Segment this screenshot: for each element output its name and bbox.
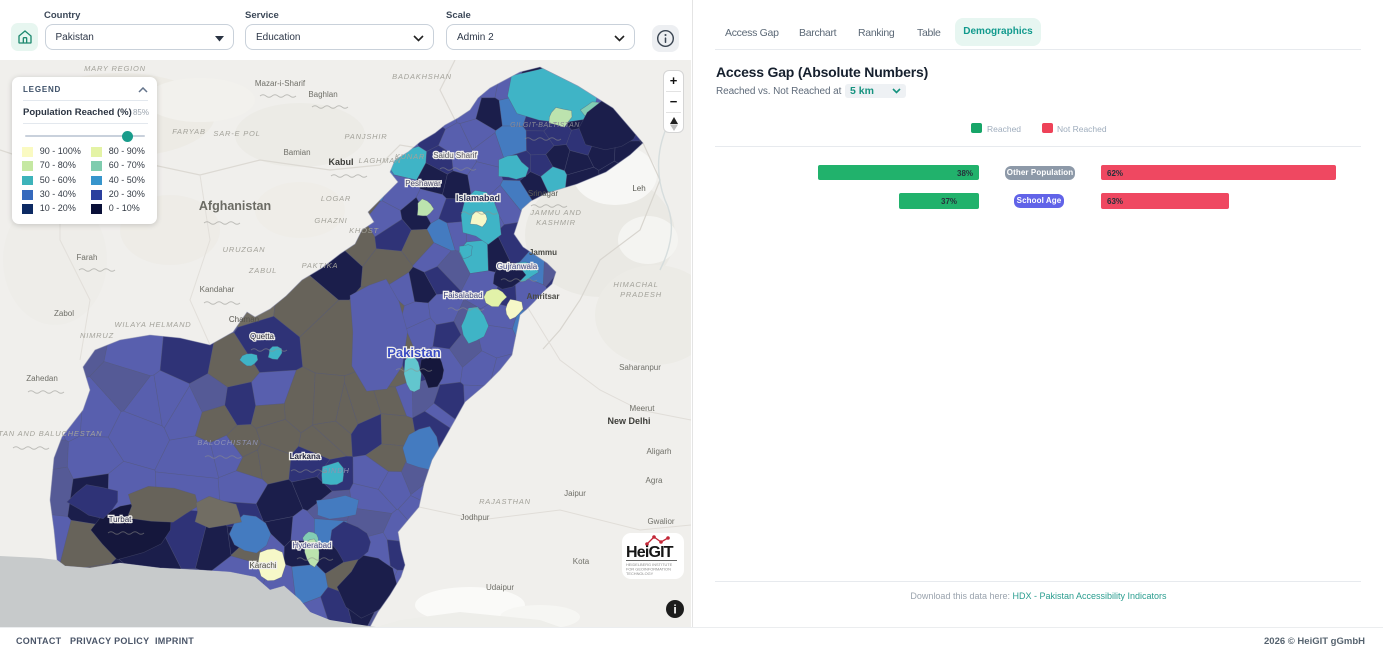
svg-text:Islamabad: Islamabad xyxy=(456,193,500,203)
svg-text:SAR-E POL: SAR-E POL xyxy=(213,129,260,138)
svg-text:Saidu Sharif: Saidu Sharif xyxy=(433,151,477,160)
svg-text:BADAKHSHAN: BADAKHSHAN xyxy=(392,72,452,81)
svg-text:FOR GEOINFORMATION: FOR GEOINFORMATION xyxy=(626,567,671,572)
svg-text:Peshawar: Peshawar xyxy=(405,179,441,188)
svg-text:TECHNOLOGY: TECHNOLOGY xyxy=(626,571,654,576)
svg-text:JAMMU AND: JAMMU AND xyxy=(529,208,582,217)
svg-text:Gujranwala: Gujranwala xyxy=(497,262,538,271)
svg-text:New Delhi: New Delhi xyxy=(607,416,650,426)
svg-text:Baghlan: Baghlan xyxy=(308,90,337,99)
svg-text:i: i xyxy=(673,603,676,617)
svg-text:Srinagar: Srinagar xyxy=(528,189,559,198)
svg-text:HIMACHAL: HIMACHAL xyxy=(613,280,658,289)
svg-text:PAKTIKA: PAKTIKA xyxy=(302,261,339,270)
svg-text:ZABUL: ZABUL xyxy=(248,266,277,275)
svg-text:Zabol: Zabol xyxy=(54,309,74,318)
svg-text:PANJSHIR: PANJSHIR xyxy=(345,132,388,141)
svg-text:KHOST: KHOST xyxy=(349,226,379,235)
svg-text:Kota: Kota xyxy=(573,557,590,566)
svg-text:PRADESH: PRADESH xyxy=(620,290,662,299)
svg-text:WILAYA HELMAND: WILAYA HELMAND xyxy=(114,320,191,329)
svg-text:Turbat: Turbat xyxy=(109,515,133,524)
svg-text:Farah: Farah xyxy=(77,253,98,262)
svg-text:Amritsar: Amritsar xyxy=(527,292,560,301)
svg-text:Karachi: Karachi xyxy=(249,561,276,570)
svg-text:KUNAR: KUNAR xyxy=(395,152,425,161)
svg-text:Quetta: Quetta xyxy=(250,332,275,341)
svg-text:URUZGAN: URUZGAN xyxy=(223,245,266,254)
svg-text:Aligarh: Aligarh xyxy=(647,447,672,456)
svg-text:Larkana: Larkana xyxy=(290,452,321,461)
svg-text:KASHMIR: KASHMIR xyxy=(536,218,576,227)
svg-text:Saharanpur: Saharanpur xyxy=(619,363,661,372)
svg-text:Gwalior: Gwalior xyxy=(647,517,674,526)
svg-text:HEIDELBERG INSTITUTE: HEIDELBERG INSTITUTE xyxy=(626,562,673,567)
svg-text:RAJASTHAN: RAJASTHAN xyxy=(479,497,531,506)
svg-text:Zahedan: Zahedan xyxy=(26,374,58,383)
svg-text:Leh: Leh xyxy=(632,184,645,193)
svg-text:HeiGIT: HeiGIT xyxy=(626,544,674,561)
svg-text:MARY REGION: MARY REGION xyxy=(84,64,146,73)
svg-text:Agra: Agra xyxy=(646,476,663,485)
svg-text:NIMRUZ: NIMRUZ xyxy=(80,331,114,340)
svg-text:GILGIT-BALTISTAN: GILGIT-BALTISTAN xyxy=(510,122,580,129)
svg-text:Meerut: Meerut xyxy=(630,404,656,413)
svg-text:Jammu: Jammu xyxy=(529,248,557,257)
svg-text:Hyderabad: Hyderabad xyxy=(292,541,331,550)
svg-text:Afghanistan: Afghanistan xyxy=(199,199,271,213)
svg-text:SINDH: SINDH xyxy=(322,466,349,475)
svg-text:Faisalabad: Faisalabad xyxy=(443,291,482,300)
svg-text:SISTAN AND BALUCHESTAN: SISTAN AND BALUCHESTAN xyxy=(0,429,102,438)
svg-text:Jodhpur: Jodhpur xyxy=(461,513,490,522)
svg-text:LOGAR: LOGAR xyxy=(321,194,351,203)
svg-text:Kandahar: Kandahar xyxy=(200,285,235,294)
svg-text:Bamian: Bamian xyxy=(283,148,310,157)
svg-text:Chaman: Chaman xyxy=(229,315,259,324)
svg-text:Mazar-i-Sharif: Mazar-i-Sharif xyxy=(255,79,306,88)
svg-text:Kabul: Kabul xyxy=(328,157,353,167)
svg-text:GHAZNI: GHAZNI xyxy=(314,216,347,225)
svg-text:BALOCHISTAN: BALOCHISTAN xyxy=(197,438,258,447)
svg-text:Jaipur: Jaipur xyxy=(564,489,586,498)
svg-text:FARYAB: FARYAB xyxy=(172,127,206,136)
svg-text:Udaipur: Udaipur xyxy=(486,583,514,592)
svg-text:LAGHMAN: LAGHMAN xyxy=(359,156,402,165)
svg-text:Pakistan: Pakistan xyxy=(387,345,441,360)
